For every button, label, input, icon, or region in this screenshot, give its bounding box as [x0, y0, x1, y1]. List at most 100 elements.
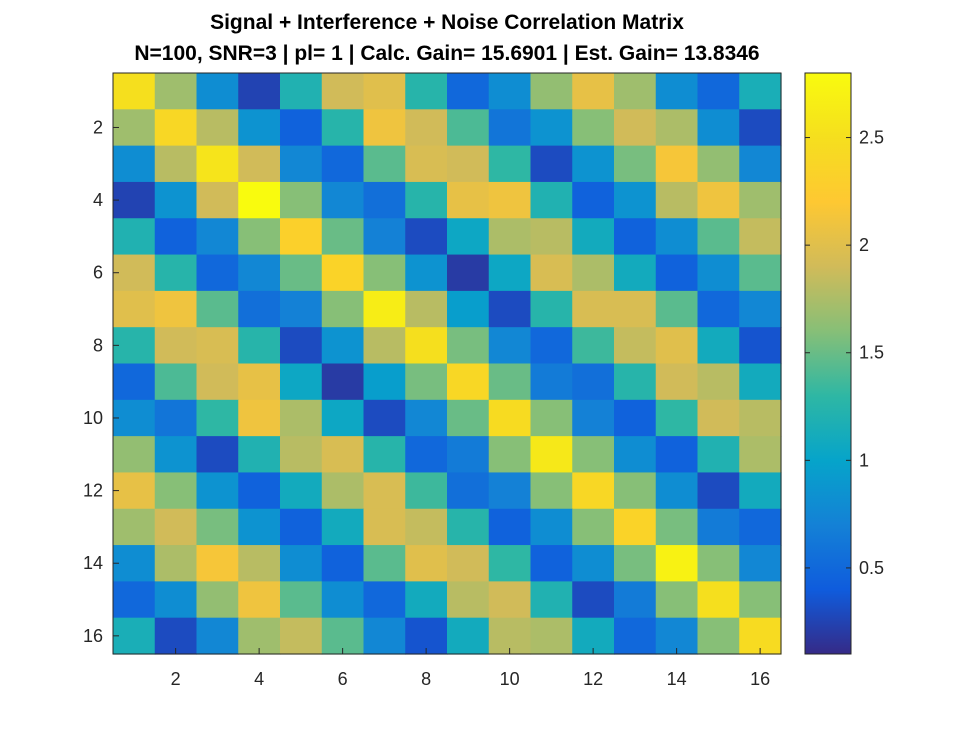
heatmap-cell-r1-c5 [280, 73, 323, 110]
heatmap-cell-r16-c15 [697, 617, 740, 655]
heatmap-cell-r5-c5 [280, 218, 323, 256]
colorbar-frame [804, 72, 852, 655]
heatmap-cell-r10-c3 [196, 399, 239, 437]
heatmap-cell-r15-c7 [363, 581, 406, 619]
heatmap-cell-r3-c14 [655, 145, 699, 183]
heatmap-cell-r1-c9 [447, 73, 490, 110]
heatmap-cell-r16-c13 [614, 617, 657, 655]
heatmap-cell-r3-c2 [154, 145, 198, 183]
heatmap-cell-r12-c5 [280, 472, 323, 510]
heatmap-cell-r12-c1 [113, 472, 156, 510]
heatmap-cell-r14-c14 [655, 545, 699, 582]
y-tick-label-16: 16 [83, 626, 103, 646]
x-tick-label-6: 6 [338, 669, 348, 689]
heatmap-cell-r15-c5 [280, 581, 323, 619]
x-tick-label-4: 4 [254, 669, 264, 689]
heatmap-cell-r6-c8 [405, 254, 448, 292]
x-tick-label-10: 10 [500, 669, 520, 689]
heatmap-cell-r8-c1 [113, 327, 156, 365]
heatmap-cell-r11-c9 [447, 436, 490, 474]
heatmap-cell-r5-c16 [739, 218, 782, 256]
heatmap-cell-r15-c14 [655, 581, 699, 619]
heatmap-cell-r2-c5 [280, 109, 323, 147]
heatmap-cell-r15-c8 [405, 581, 448, 619]
heatmap-cell-r15-c2 [154, 581, 198, 619]
heatmap-cell-r8-c12 [572, 327, 615, 365]
heatmap-cell-r14-c13 [614, 545, 657, 582]
heatmap-cell-r14-c7 [363, 545, 406, 582]
heatmap-cell-r11-c11 [530, 436, 573, 474]
heatmap-cell-r3-c13 [614, 145, 657, 183]
heatmap-cell-r8-c3 [196, 327, 239, 365]
heatmap-cell-r5-c12 [572, 218, 615, 256]
heatmap-cell-r12-c7 [363, 472, 406, 510]
heatmap-cell-r3-c6 [321, 145, 365, 183]
heatmap-cell-r9-c13 [614, 363, 657, 401]
heatmap-cell-r15-c13 [614, 581, 657, 619]
heatmap-cell-r13-c2 [154, 508, 198, 546]
heatmap-cell-r1-c11 [530, 73, 573, 110]
heatmap-cell-r1-c7 [363, 73, 406, 110]
heatmap-cell-r10-c9 [447, 399, 490, 437]
heatmap-cell-r7-c8 [405, 290, 448, 328]
heatmap-cell-r11-c1 [113, 436, 156, 474]
heatmap-cell-r10-c11 [530, 399, 573, 437]
heatmap-cell-r13-c10 [488, 508, 532, 546]
heatmap-cell-r8-c10 [488, 327, 532, 365]
heatmap-cell-r9-c15 [697, 363, 740, 401]
heatmap-cell-r12-c3 [196, 472, 239, 510]
heatmap-cell-r15-c11 [530, 581, 573, 619]
heatmap-cell-r10-c16 [739, 399, 782, 437]
heatmap-cell-r10-c1 [113, 399, 156, 437]
heatmap-cell-r3-c12 [572, 145, 615, 183]
y-tick-label-8: 8 [93, 335, 103, 355]
heatmap-cell-r12-c4 [238, 472, 281, 510]
heatmap-cell-r10-c2 [154, 399, 198, 437]
x-tick-label-16: 16 [750, 669, 770, 689]
chart-subtitle: N=100, SNR=3 | pl= 1 | Calc. Gain= 15.69… [134, 42, 759, 65]
heatmap-cell-r12-c9 [447, 472, 490, 510]
y-axis: 2 4 6 8 10 12 14 16 [83, 117, 119, 646]
heatmap-cell-r4-c14 [655, 181, 699, 219]
heatmap-cell-r10-c12 [572, 399, 615, 437]
heatmap-cell-r11-c7 [363, 436, 406, 474]
heatmap-cell-r4-c12 [572, 181, 615, 219]
heatmap-cell-r4-c4 [238, 181, 281, 219]
colorbar-tick-label-2: 1 [859, 450, 869, 470]
heatmap-cell-r2-c4 [238, 109, 281, 147]
heatmap-cell-r16-c11 [530, 617, 573, 655]
heatmap-cell-r13-c1 [113, 508, 156, 546]
x-axis: 2 4 6 8 10 12 14 16 [171, 648, 770, 689]
heatmap-cell-r12-c2 [154, 472, 198, 510]
heatmap-cell-r6-c9 [447, 254, 490, 292]
heatmap-cell-r13-c12 [572, 508, 615, 546]
heatmap-cell-r8-c13 [614, 327, 657, 365]
heatmap-cell-r14-c6 [321, 545, 365, 582]
heatmap-cell-r14-c4 [238, 545, 281, 582]
heatmap-cell-r3-c15 [697, 145, 740, 183]
heatmap-cell-r7-c13 [614, 290, 657, 328]
heatmap-cell-r2-c14 [655, 109, 699, 147]
y-tick-label-2: 2 [93, 117, 103, 137]
heatmap-cell-r9-c7 [363, 363, 406, 401]
heatmap-cell-r7-c10 [488, 290, 532, 328]
heatmap-cell-r4-c5 [280, 181, 323, 219]
heatmap-cell-r11-c14 [655, 436, 699, 474]
heatmap-cell-r11-c10 [488, 436, 532, 474]
heatmap-cell-r14-c15 [697, 545, 740, 582]
heatmap-cell-r9-c16 [739, 363, 782, 401]
heatmap-cell-r15-c9 [447, 581, 490, 619]
heatmap-cell-r2-c15 [697, 109, 740, 147]
heatmap-cell-r6-c14 [655, 254, 699, 292]
heatmap-cell-r9-c14 [655, 363, 699, 401]
heatmap-cell-r15-c3 [196, 581, 239, 619]
heatmap-cell-r16-c7 [363, 617, 406, 655]
heatmap-cell-r10-c8 [405, 399, 448, 437]
heatmap-cell-r6-c2 [154, 254, 198, 292]
heatmap-cell-r7-c14 [655, 290, 699, 328]
heatmap-cell-r9-c12 [572, 363, 615, 401]
heatmap-cell-r4-c10 [488, 181, 532, 219]
heatmap-cell-r7-c4 [238, 290, 281, 328]
heatmap-cell-r2-c11 [530, 109, 573, 147]
heatmap-cell-r9-c2 [154, 363, 198, 401]
